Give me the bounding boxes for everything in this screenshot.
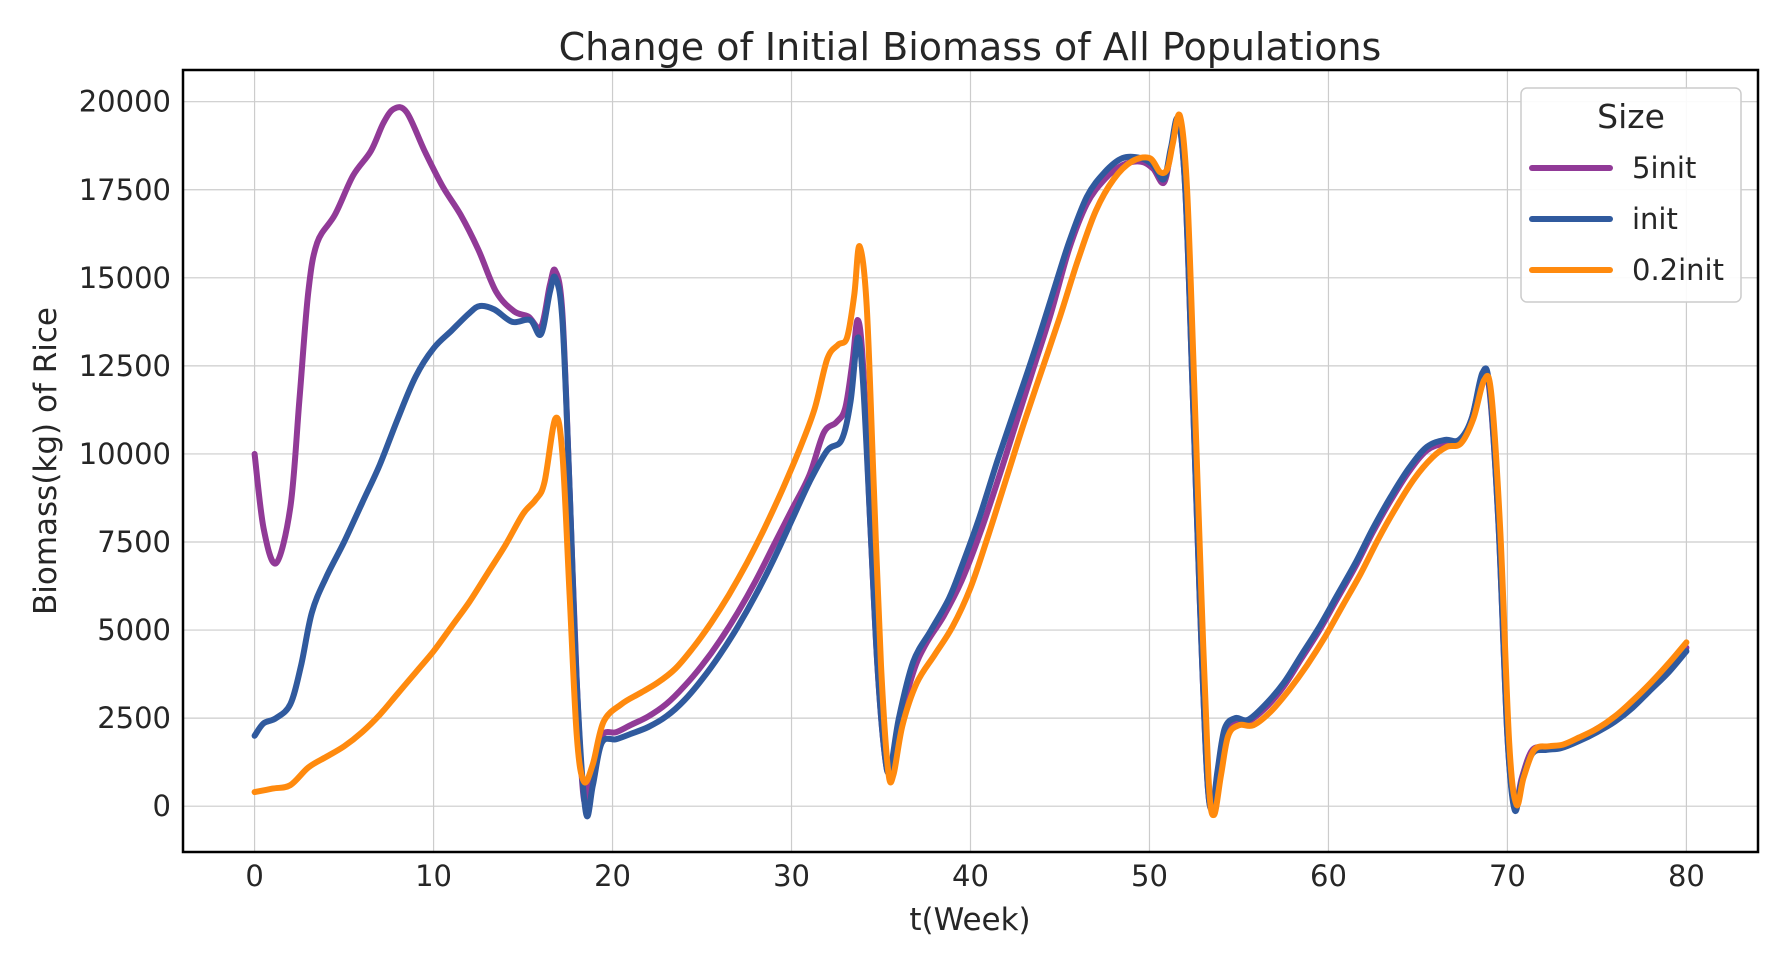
x-tick-label: 70: [1489, 859, 1526, 893]
x-tick-label: 60: [1310, 859, 1347, 893]
y-tick-label: 17500: [79, 173, 171, 207]
legend-items: 5init init 0.2init: [1529, 151, 1724, 287]
y-tick-label: 15000: [79, 261, 171, 295]
x-tick-label: 10: [415, 859, 452, 893]
series-layer: [251, 104, 1690, 820]
y-axis-label: Biomass(kg) of Rice: [28, 307, 64, 615]
x-tick-label: 20: [594, 859, 631, 893]
x-tick-label: 30: [773, 859, 810, 893]
plot-frame: [181, 68, 1760, 854]
legend-title: Size: [1597, 97, 1665, 136]
y-tick-label: 20000: [79, 85, 171, 119]
x-tick-label: 40: [952, 859, 989, 893]
legend-label-5init: 5init: [1632, 151, 1696, 185]
y-tick-label: 0: [153, 789, 171, 823]
legend-label-0-2init: 0.2init: [1632, 253, 1724, 287]
y-tick-label: 10000: [79, 437, 171, 471]
x-tick-label: 50: [1131, 859, 1168, 893]
y-tick-label: 12500: [79, 349, 171, 383]
x-axis-label: t(Week): [909, 902, 1030, 938]
legend: Size 5init init 0.2init: [1520, 87, 1742, 303]
y-tick-labels: 0 2500 5000 7500 10000 12500 15000 17500 20000: [79, 85, 171, 824]
y-tick-label: 7500: [97, 525, 171, 559]
x-tick-labels: 0 10 20 30 40 50 60 70 80: [245, 859, 1704, 893]
series-line-0-2init: [251, 111, 1690, 819]
y-tick-label: 2500: [97, 701, 171, 735]
series-line-init: [251, 115, 1690, 820]
chart-title: Change of Initial Biomass of All Populat…: [559, 25, 1382, 69]
legend-label-init: init: [1632, 202, 1678, 236]
x-tick-label: 0: [245, 859, 263, 893]
legend-box: [1520, 87, 1742, 303]
x-tick-label: 80: [1668, 859, 1705, 893]
y-tick-label: 5000: [97, 613, 171, 647]
